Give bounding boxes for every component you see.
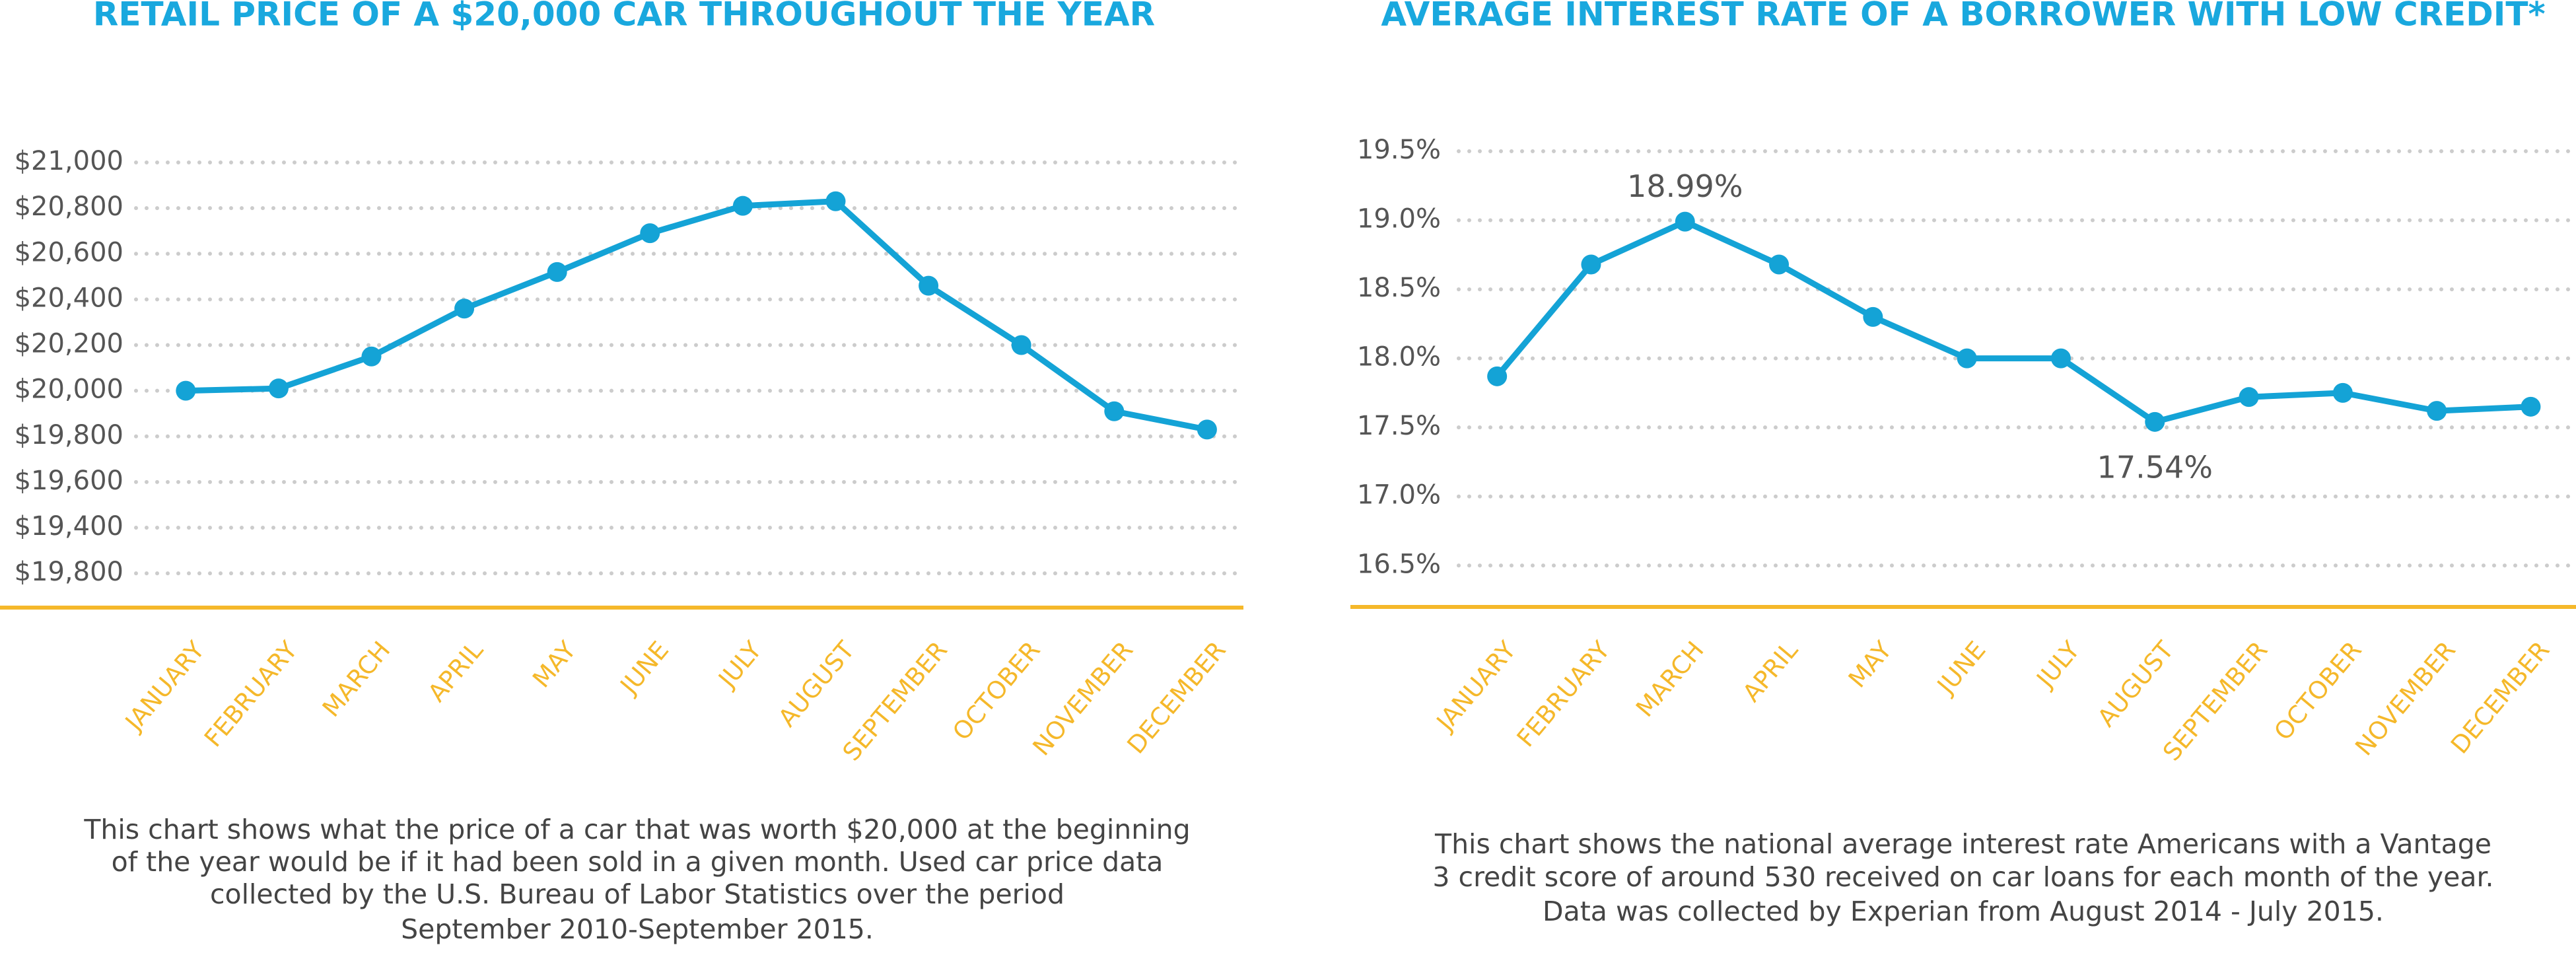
point: [2050, 348, 2071, 369]
point: [640, 223, 660, 244]
x-tick-label: JANUARY: [119, 636, 210, 737]
description: Data was collected by Experian from Augu…: [1543, 896, 2384, 927]
value-label: 17.54%: [2097, 449, 2213, 485]
point: [2239, 387, 2259, 407]
point: [1197, 419, 1217, 440]
y-tick-label: 17.0%: [1357, 480, 1441, 511]
point: [2332, 382, 2353, 403]
line: [186, 198, 1208, 433]
y-tick-label: 18.5%: [1357, 273, 1441, 303]
x-tick-label: FEBRUARY: [199, 636, 303, 753]
point: [2145, 411, 2165, 432]
description: September 2010-September 2015.: [401, 913, 874, 945]
y-tick-label: $20,400: [15, 283, 123, 313]
y-tick-label: $20,200: [15, 329, 123, 359]
x-tick-label: AUGUST: [2092, 636, 2179, 732]
y-tick-label: $20,800: [15, 192, 123, 222]
x-tick-label: AUGUST: [773, 636, 860, 732]
point: [268, 378, 289, 399]
y-tick-label: $20,600: [15, 237, 123, 267]
x-tick-label: APRIL: [1737, 636, 1804, 707]
y-tick-label: $19,400: [15, 511, 123, 542]
point: [1581, 254, 1601, 275]
x-tick-label: JUNE: [614, 636, 674, 700]
y-tick-label: 18.0%: [1357, 342, 1441, 372]
x-tick-label: OCTOBER: [947, 636, 1045, 746]
x-tick-label: MARCH: [1630, 636, 1710, 723]
y-tick-label: 19.0%: [1357, 204, 1441, 234]
point: [1487, 366, 1508, 386]
y-tick-label: $21,000: [15, 146, 123, 176]
value-label: 18.99%: [1627, 168, 1743, 204]
x-tick-label: JUNE: [1931, 636, 1991, 700]
x-tick-label: MARCH: [317, 636, 396, 723]
point: [1769, 254, 1790, 275]
x-tick-label: MAY: [1843, 636, 1898, 693]
y-tick-label: 19.5%: [1357, 135, 1441, 165]
chart-title: AVERAGE INTEREST RATE OF A BORROWER WITH…: [1381, 0, 2545, 34]
chart-title: RETAIL PRICE OF A $20,000 CAR THROUGHOUT…: [93, 0, 1155, 34]
point: [919, 275, 939, 296]
x-tick-label: OCTOBER: [2268, 636, 2367, 746]
point: [2427, 401, 2447, 421]
point: [1011, 335, 1031, 355]
description: collected by the U.S. Bureau of Labor St…: [210, 878, 1064, 910]
point: [361, 346, 382, 367]
x-tick-label: JULY: [2031, 636, 2086, 694]
x-tick-label: JANUARY: [1430, 636, 1521, 737]
point: [1957, 348, 1977, 369]
x-tick-label: MAY: [527, 636, 582, 693]
line: [1494, 219, 2531, 425]
point: [825, 191, 846, 211]
x-tick-label: JULY: [713, 636, 768, 694]
point: [732, 195, 753, 216]
x-tick-label: APRIL: [423, 636, 489, 707]
description: 3 credit score of around 530 received on…: [1432, 861, 2493, 893]
point: [2521, 396, 2541, 417]
x-tick-label: DECEMBER: [2445, 636, 2555, 759]
y-tick-label: 16.5%: [1357, 549, 1441, 579]
point: [1863, 306, 1883, 327]
x-tick-label: FEBRUARY: [1512, 636, 1616, 753]
point: [454, 299, 475, 319]
y-tick-label: $20,000: [15, 374, 123, 405]
description: This chart shows the national average in…: [1434, 828, 2491, 860]
y-tick-label: 17.5%: [1357, 411, 1441, 441]
description: This chart shows what the price of a car…: [83, 814, 1190, 845]
point: [1675, 211, 1695, 232]
y-tick-label: $19,800: [15, 420, 123, 450]
point: [1104, 401, 1125, 421]
point: [547, 262, 567, 282]
y-tick-label: $19,600: [15, 466, 123, 496]
y-tick-label: $19,800: [15, 557, 123, 587]
description: of the year would be if it had been sold…: [112, 846, 1164, 878]
point: [176, 380, 196, 401]
